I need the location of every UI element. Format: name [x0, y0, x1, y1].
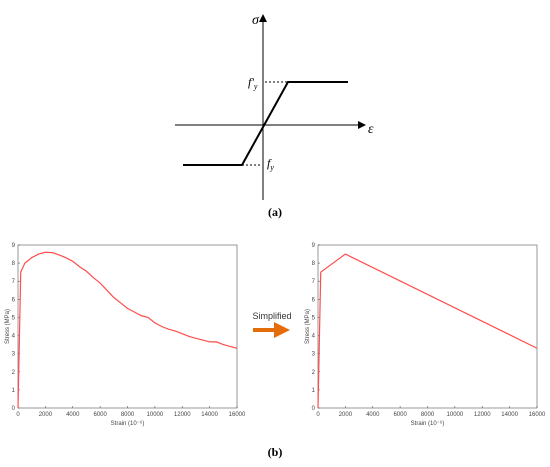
x-tick-label: 12000 [174, 412, 191, 418]
x-tick-label: 16000 [229, 412, 246, 418]
upper-yield-label: f'y [248, 75, 258, 91]
x-tick-label: 12000 [474, 412, 491, 418]
epsilon-label: ε [368, 122, 374, 137]
y-tick-label: 4 [12, 334, 16, 340]
label-main: f [267, 156, 272, 170]
y-tick-label: 9 [12, 243, 16, 249]
y-tick-label: 3 [12, 352, 16, 358]
y-tick-label: 8 [12, 261, 16, 267]
x-tick-label: 10000 [147, 412, 164, 418]
y-tick-label: 8 [312, 261, 316, 267]
y-axis-label: Stress (MPa) [305, 309, 311, 344]
x-tick-label: 2000 [39, 412, 53, 418]
x-tick-label: 8000 [121, 412, 135, 418]
plot-frame [17, 244, 238, 409]
caption-b: (b) [268, 445, 283, 459]
y-tick-label: 5 [12, 315, 16, 321]
x-tick-label: 0 [16, 412, 20, 418]
x-tick-label: 4000 [366, 412, 380, 418]
label-main: f' [248, 75, 254, 89]
y-tick-label: 4 [312, 334, 316, 340]
x-axis-label: Strain (10⁻⁶) [411, 420, 445, 427]
x-tick-label: 6000 [393, 412, 407, 418]
data-line [17, 251, 238, 409]
y-tick-label: 1 [312, 388, 316, 394]
data-line [317, 253, 538, 409]
y-tick-label: 2 [12, 370, 16, 376]
y-tick-label: 9 [312, 243, 316, 249]
y-tick-label: 0 [312, 406, 316, 412]
y-tick-label: 0 [12, 406, 16, 412]
y-tick-label: 6 [312, 297, 316, 303]
y-tick-label: 5 [312, 315, 316, 321]
caption-a: (a) [268, 205, 282, 219]
x-tick-label: 16000 [529, 412, 546, 418]
x-tick-label: 6000 [93, 412, 107, 418]
x-tick-label: 2000 [339, 412, 353, 418]
x-axis-label: Strain (10⁻⁶) [111, 420, 145, 427]
x-tick-label: 14000 [501, 412, 518, 418]
y-tick-label: 7 [312, 279, 316, 285]
y-tick-label: 7 [12, 279, 16, 285]
lower-yield-label: fy [267, 156, 274, 172]
y-tick-label: 2 [312, 370, 316, 376]
x-tick-label: 0 [316, 412, 320, 418]
x-tick-label: 14000 [201, 412, 218, 418]
label-sub: y [269, 163, 274, 172]
x-tick-label: 10000 [447, 412, 464, 418]
y-tick-label: 6 [12, 297, 16, 303]
sigma-label: σ [252, 13, 260, 28]
y-tick-label: 1 [12, 388, 16, 394]
x-tick-label: 8000 [421, 412, 435, 418]
plot-frame [317, 244, 538, 409]
y-axis-label: Stress (MPa) [5, 309, 11, 344]
arrow-label: Simplified [252, 311, 291, 321]
label-sub: y [253, 82, 258, 91]
x-tick-label: 4000 [66, 412, 80, 418]
y-tick-label: 3 [312, 352, 316, 358]
stress-strain-law [183, 81, 348, 166]
